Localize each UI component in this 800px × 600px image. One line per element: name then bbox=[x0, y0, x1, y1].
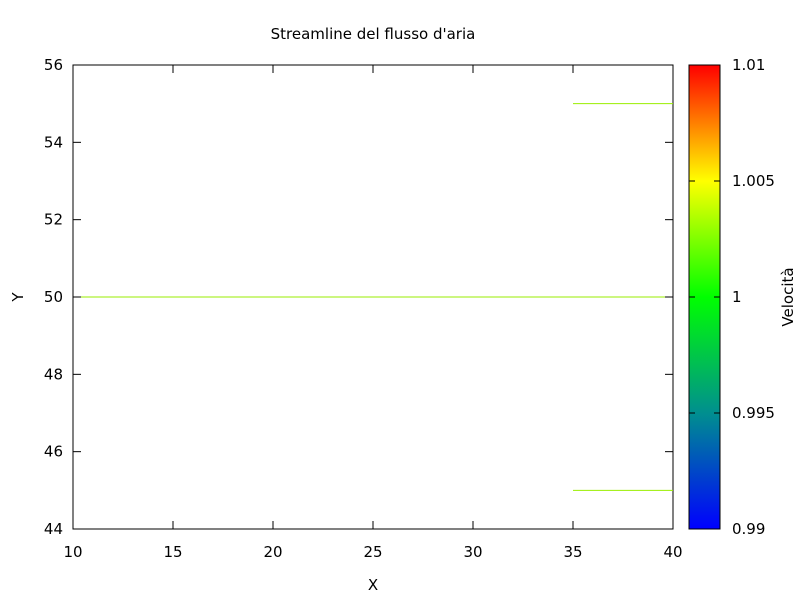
x-tick-label: 30 bbox=[463, 543, 482, 561]
x-tick-label: 15 bbox=[163, 543, 182, 561]
colorbar-tick-label: 0.995 bbox=[732, 404, 775, 422]
colorbar-label: Velocità bbox=[779, 267, 797, 326]
x-axis: 10 15 20 25 30 35 40 bbox=[63, 65, 683, 561]
y-tick-label: 44 bbox=[44, 520, 63, 538]
x-axis-label: X bbox=[368, 576, 378, 594]
colorbar-tick-label: 1.01 bbox=[732, 56, 765, 74]
y-tick-label: 48 bbox=[44, 365, 63, 383]
x-tick-label: 40 bbox=[663, 543, 682, 561]
colorbar: 0.99 0.995 1 1.005 1.01 bbox=[688, 56, 775, 538]
y-tick-label: 52 bbox=[44, 211, 63, 229]
x-tick-label: 10 bbox=[63, 543, 82, 561]
y-axis-label: Y bbox=[9, 292, 27, 303]
y-tick-label: 54 bbox=[44, 133, 63, 151]
chart-title: Streamline del flusso d'aria bbox=[271, 25, 476, 43]
y-tick-label: 56 bbox=[44, 56, 63, 74]
x-tick-label: 20 bbox=[263, 543, 282, 561]
colorbar-tick-label: 1 bbox=[732, 288, 742, 306]
x-tick-label: 35 bbox=[563, 543, 582, 561]
colorbar-tick-label: 0.99 bbox=[732, 520, 765, 538]
y-tick-label: 50 bbox=[44, 288, 63, 306]
series-layer bbox=[73, 103, 673, 491]
y-axis: 44 46 48 50 52 54 56 bbox=[44, 56, 673, 538]
colorbar-tick-label: 1.005 bbox=[732, 172, 775, 190]
x-tick-label: 25 bbox=[363, 543, 382, 561]
y-tick-label: 46 bbox=[44, 443, 63, 461]
